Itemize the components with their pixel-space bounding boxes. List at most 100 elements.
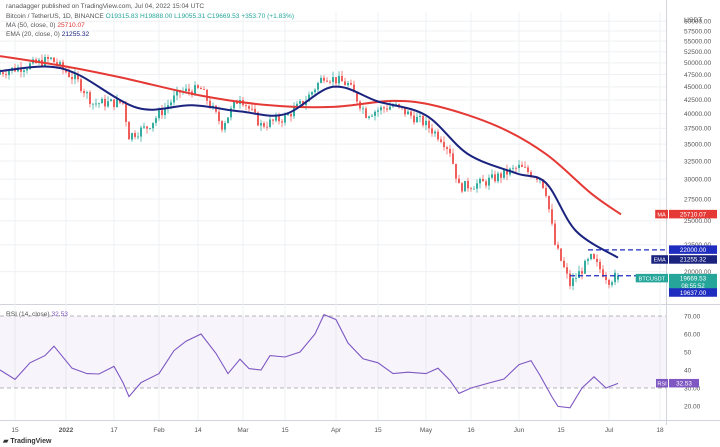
candle-body (245, 105, 247, 107)
candle-body (176, 90, 178, 96)
candle-body (344, 81, 346, 86)
candle-body (551, 209, 553, 224)
candle-body (236, 101, 238, 104)
candle-body (338, 75, 340, 84)
last-price-tag: 19669.53 08:55:52 BTCUSDT (635, 273, 717, 290)
candle-body (194, 85, 196, 96)
candle-body (524, 166, 526, 168)
candle-body (386, 108, 388, 110)
ma-price-tag-text: 25710.07 (680, 211, 707, 218)
candle-body (527, 167, 529, 173)
candle-body (248, 106, 250, 109)
candle-body (611, 282, 613, 285)
candle-body (296, 103, 298, 108)
candle-body (443, 141, 445, 148)
symbol-title: Bitcoin / TetherUS, 1D, BINANCE (6, 13, 104, 20)
time-tick-label: 15 (557, 427, 565, 434)
candle-body (332, 77, 334, 82)
candle-body (569, 273, 571, 286)
price-tick-label: 25000.00 (684, 218, 711, 225)
candle-body (200, 87, 202, 90)
candle-body (95, 103, 97, 105)
candle-body (389, 106, 391, 110)
ema-legend: EMA (20, close, 0) 21255.32 (6, 31, 89, 39)
price-legend: Bitcoin / TetherUS, 1D, BINANCE O19315.8… (6, 13, 294, 21)
candle-body (203, 89, 205, 90)
candle-body (224, 123, 226, 130)
time-tick-label: Mar (237, 427, 249, 434)
price-tick-label: 45000.00 (684, 84, 711, 91)
candle-body (131, 133, 133, 140)
candle-body (125, 102, 127, 122)
candle-body (596, 258, 598, 262)
candle-body (86, 92, 88, 94)
candle-body (608, 279, 610, 285)
currency-label: USDT (684, 17, 703, 24)
last-price-tag-badge (635, 273, 668, 283)
candle-body (383, 107, 385, 109)
candle-body (251, 108, 253, 110)
level-19637-tag-bg (669, 288, 717, 297)
candle-body (293, 107, 295, 117)
level-22000-tag: 22000.00 (669, 245, 717, 254)
candle-body (0, 72, 1, 75)
candle-body (278, 115, 280, 122)
ma-legend-value: 25710.07 (57, 22, 85, 29)
candle-body (230, 108, 232, 118)
candle-body (575, 278, 577, 279)
ema-price-tag-bg (669, 255, 717, 264)
tradingview-logo[interactable]: ▰ TradingView (3, 437, 51, 445)
candle-body (425, 120, 427, 126)
candle-body (614, 272, 616, 283)
candle-body (602, 269, 604, 277)
candle-body (23, 70, 25, 72)
candle-body (101, 98, 103, 104)
candle-body (185, 88, 187, 92)
candle-body (455, 163, 457, 179)
time-tick-label: 16 (467, 427, 475, 434)
candle-body (581, 271, 583, 274)
candle-body (467, 180, 469, 189)
candle-body (605, 276, 607, 280)
candle-body (458, 178, 460, 184)
candle-body (482, 178, 484, 182)
candle-body (347, 82, 349, 86)
rsi-tick-label: 50 (684, 349, 692, 356)
candle-body (329, 81, 331, 83)
candle-body (233, 101, 235, 109)
time-tick-label: 2022 (59, 427, 74, 434)
ohlc-values: O19315.83 H19888.00 L19055.31 C19669.53 … (105, 13, 295, 20)
candle-body (377, 110, 379, 112)
rsi-band (0, 316, 666, 388)
candle-body (314, 89, 316, 93)
candle-body (308, 94, 310, 102)
candle-body (65, 69, 67, 73)
candle-body (98, 103, 100, 105)
candle-body (272, 119, 274, 121)
rsi-tick-label: 70.00 (684, 313, 701, 320)
candle-body (260, 123, 262, 126)
candle-body (92, 103, 94, 105)
candle-body (452, 153, 454, 164)
ma-price-tag-bg (669, 209, 717, 219)
ma-price-tag-badge-text: MA (657, 212, 666, 218)
candle-body (116, 99, 118, 108)
candle-body (173, 95, 175, 103)
candle-body (500, 173, 502, 178)
candle-body (461, 183, 463, 192)
candle-body (326, 80, 328, 82)
candle-body (572, 278, 574, 286)
candle-body (2, 72, 4, 75)
candle-body (311, 92, 313, 95)
candle-body (209, 100, 211, 108)
time-tick-label: 18 (656, 427, 664, 434)
candle-body (20, 67, 22, 72)
candle-body (263, 123, 265, 127)
candle-body (257, 112, 259, 126)
candle-body (140, 127, 142, 137)
time-tick-label: Jun (514, 427, 525, 434)
candle-body (617, 275, 619, 280)
ema-legend-value: 21255.32 (61, 31, 90, 38)
candle-body (410, 111, 412, 116)
